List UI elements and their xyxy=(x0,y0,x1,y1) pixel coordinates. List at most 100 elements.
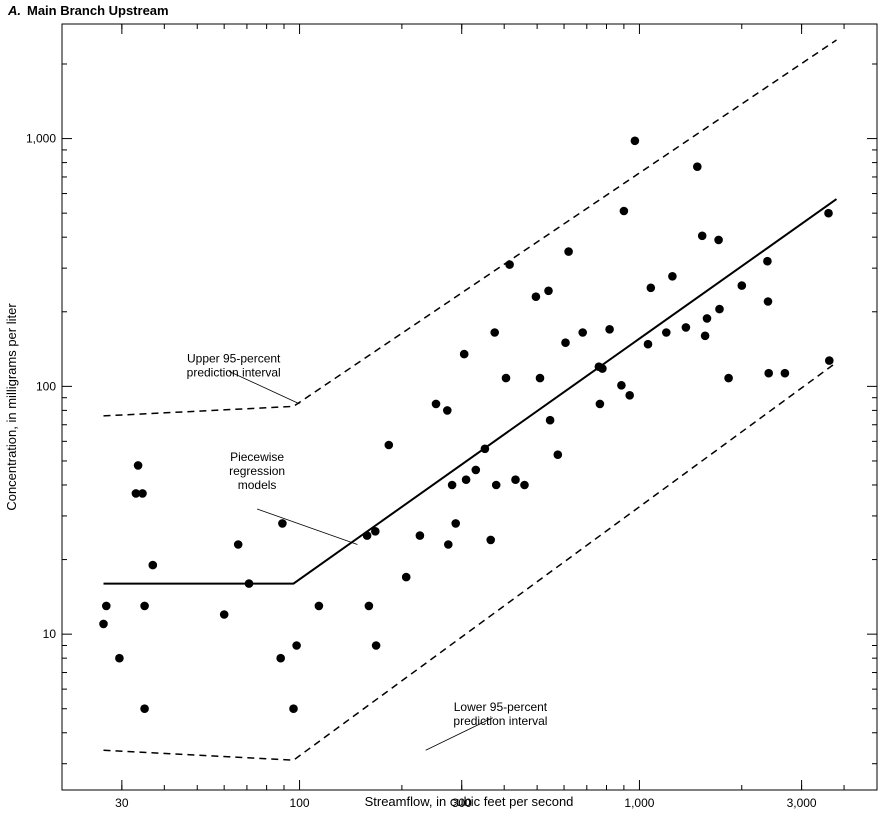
data-point xyxy=(531,292,541,302)
data-point xyxy=(697,231,707,241)
data-point xyxy=(447,480,457,490)
annotation-text: Piecewise xyxy=(230,450,284,464)
data-point xyxy=(724,373,733,383)
annotation-text: models xyxy=(238,478,277,492)
data-point xyxy=(486,535,496,545)
data-point xyxy=(219,610,229,619)
data-point xyxy=(511,475,520,485)
data-point xyxy=(314,601,324,611)
data-point xyxy=(763,297,773,306)
data-point xyxy=(505,260,514,269)
data-point xyxy=(451,519,461,528)
data-point xyxy=(491,480,501,490)
data-point xyxy=(431,399,441,409)
data-point xyxy=(292,641,301,650)
y-tick-label: 100 xyxy=(36,379,56,393)
title-text: Main Branch Upstream xyxy=(27,3,169,18)
data-point xyxy=(764,368,773,378)
data-point xyxy=(115,653,124,663)
data-point xyxy=(415,531,425,540)
annotation-leader-line xyxy=(256,508,358,545)
prediction-interval-line xyxy=(103,39,837,417)
data-point xyxy=(471,465,481,475)
data-point xyxy=(702,314,712,323)
data-point xyxy=(443,406,452,415)
data-point xyxy=(140,601,149,611)
data-point xyxy=(630,136,640,146)
data-point xyxy=(668,272,677,281)
panel-label: A. xyxy=(8,3,21,18)
annotation-text: prediction interval xyxy=(187,365,281,379)
chart-title: A. Main Branch Upstream xyxy=(8,3,169,18)
data-point xyxy=(490,328,500,337)
data-point xyxy=(564,247,573,256)
data-point xyxy=(553,450,563,460)
data-point xyxy=(824,208,833,218)
data-point xyxy=(362,531,372,540)
y-tick-label: 10 xyxy=(43,627,57,641)
y-axis-label: Concentration, in milligrams per liter xyxy=(4,303,19,511)
annotation-text: regression xyxy=(229,464,285,478)
data-point xyxy=(714,235,723,245)
data-point xyxy=(598,364,607,373)
data-point xyxy=(643,339,653,349)
data-point xyxy=(102,601,111,611)
data-point xyxy=(625,391,634,400)
data-point xyxy=(461,475,471,485)
data-point xyxy=(131,489,141,498)
annotation-leader-line xyxy=(228,370,300,405)
minor-ticks xyxy=(61,24,878,790)
regression-line xyxy=(103,198,838,585)
data-point xyxy=(825,356,834,365)
data-point xyxy=(737,281,747,290)
data-point xyxy=(401,572,411,582)
data-point xyxy=(501,373,511,383)
data-point xyxy=(459,349,469,359)
data-points xyxy=(99,136,834,713)
data-point xyxy=(480,444,490,454)
data-point xyxy=(763,256,772,266)
annotation-text: Upper 95-percent xyxy=(187,351,281,365)
data-point xyxy=(384,440,394,450)
data-point xyxy=(140,704,149,713)
data-point xyxy=(646,283,656,293)
data-point xyxy=(520,480,529,490)
data-point xyxy=(364,601,374,611)
data-point xyxy=(233,540,243,549)
annotation-leader-line xyxy=(425,717,493,751)
data-point xyxy=(662,328,671,337)
x-tick-label: 30 xyxy=(115,796,129,810)
data-point xyxy=(605,325,614,334)
data-point xyxy=(133,461,143,470)
data-point xyxy=(289,704,298,713)
data-point xyxy=(578,328,587,337)
data-point xyxy=(148,560,158,570)
data-point xyxy=(371,641,381,650)
data-point xyxy=(535,373,545,383)
data-point xyxy=(780,368,790,378)
data-point xyxy=(715,304,724,314)
data-point xyxy=(595,399,605,409)
data-point xyxy=(278,519,287,528)
data-point xyxy=(545,415,555,425)
data-point xyxy=(371,527,380,536)
annotation-text: prediction interval xyxy=(453,714,547,728)
data-point xyxy=(619,206,629,216)
data-point xyxy=(138,489,147,498)
regression-lines xyxy=(103,39,838,761)
x-tick-label: 300 xyxy=(452,796,472,810)
x-tick-label: 1,000 xyxy=(624,796,654,810)
x-tick-label: 3,000 xyxy=(787,796,817,810)
data-point xyxy=(544,286,553,296)
data-point xyxy=(617,381,626,390)
annotation-text: Lower 95-percent xyxy=(454,700,548,714)
data-point xyxy=(561,338,570,348)
axis-ticks: 30 100 300 1,000 3,000 10 100 1,000 xyxy=(26,24,877,810)
data-point xyxy=(99,619,108,629)
prediction-interval-line xyxy=(103,361,837,761)
data-point xyxy=(700,331,710,341)
data-point xyxy=(244,579,254,588)
data-point xyxy=(444,540,453,549)
x-tick-label: 100 xyxy=(290,796,310,810)
